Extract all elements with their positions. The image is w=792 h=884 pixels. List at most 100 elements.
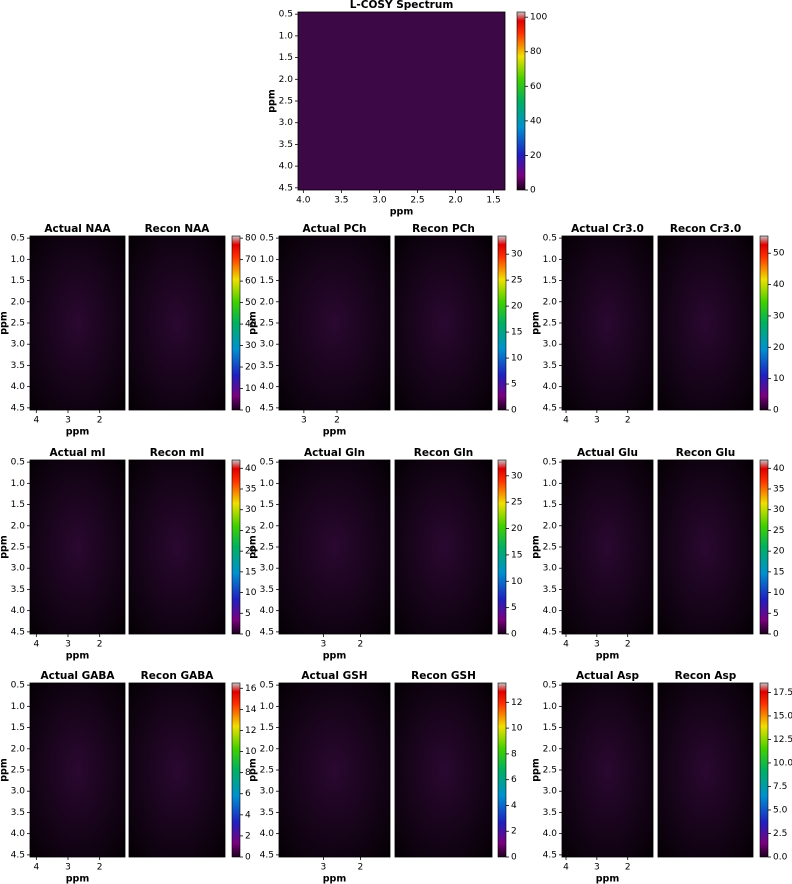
y-tick-label: 1.0 xyxy=(11,255,26,265)
x-tick-label: 2 xyxy=(97,863,103,873)
colorbar-tick-label: 6 xyxy=(245,789,251,799)
colorbar-tick-label: 35 xyxy=(245,485,256,495)
y-tick-label: 2.0 xyxy=(279,75,294,85)
y-tick-label: 3.0 xyxy=(11,340,26,350)
diagonal-glow xyxy=(394,682,493,858)
y-tick-label: 1.0 xyxy=(543,702,558,712)
y-tick-label: 1.0 xyxy=(260,702,275,712)
colorbar-tick-label: 4 xyxy=(511,801,517,811)
y-tick-label: 2.0 xyxy=(260,744,275,754)
colorbar xyxy=(497,459,507,635)
colorbar-tick-label: 14 xyxy=(245,705,257,715)
y-tick-label: 2.0 xyxy=(11,297,26,307)
x-tick-label: 3 xyxy=(301,416,307,426)
colorbar-tick-label: 0 xyxy=(245,630,251,640)
y-tick-label: 2.5 xyxy=(11,766,25,776)
y-tick-label: 1.5 xyxy=(543,500,557,510)
colorbar-tick-label: 25 xyxy=(511,276,522,286)
y-tick-label: 2.5 xyxy=(260,543,274,553)
y-tick-label: 3.5 xyxy=(11,808,25,818)
y-tick-label: 3.5 xyxy=(260,361,274,371)
x-tick-label: 2 xyxy=(625,863,631,873)
y-tick-label: 2.0 xyxy=(543,744,558,754)
colorbar-tick-label: 30 xyxy=(511,471,523,481)
y-tick-label: 1.5 xyxy=(260,276,274,286)
y-tick-label: 2.0 xyxy=(543,521,558,531)
y-tick-label: 3.0 xyxy=(543,787,558,797)
y-tick-label: 2.5 xyxy=(543,319,557,329)
colorbar-tick-label: 60 xyxy=(245,277,257,287)
y-tick-label: 4.5 xyxy=(260,403,274,413)
diagonal-glow xyxy=(128,459,226,635)
x-axis-label: ppm xyxy=(323,427,347,438)
colorbar-tick-label: 7.5 xyxy=(773,782,787,792)
x-axis-label: ppm xyxy=(66,651,90,662)
panel-title: Recon Cr3.0 xyxy=(670,223,741,235)
y-tick-label: 4.0 xyxy=(11,829,26,839)
panel-title: Recon Gln xyxy=(414,447,473,459)
y-tick-label: 4.5 xyxy=(11,850,25,860)
y-axis-label: ppm xyxy=(267,89,278,113)
colorbar-tick-label: 20 xyxy=(511,524,523,534)
x-axis-label: ppm xyxy=(66,874,90,884)
colorbar-tick-label: 0 xyxy=(511,853,517,863)
y-tick-label: 4.0 xyxy=(11,382,26,392)
y-tick-label: 3.5 xyxy=(11,585,25,595)
y-tick-label: 4.5 xyxy=(11,403,25,413)
heatmap-panel xyxy=(30,683,125,857)
colorbar-tick-label: 0.0 xyxy=(773,853,788,863)
colorbar-tick-label: 0 xyxy=(245,853,251,863)
x-tick-label: 2 xyxy=(358,863,364,873)
panel-title: Actual Cr3.0 xyxy=(571,223,644,235)
x-tick-label: 2 xyxy=(358,640,364,650)
y-tick-label: 1.5 xyxy=(11,500,25,510)
colorbar xyxy=(231,682,241,858)
y-tick-label: 4.0 xyxy=(11,606,26,616)
diagonal-glow xyxy=(394,235,493,411)
y-tick-label: 3.0 xyxy=(11,787,26,797)
y-tick-label: 3.0 xyxy=(279,118,294,128)
colorbar-tick-label: 60 xyxy=(530,82,542,92)
y-tick-label: 2.5 xyxy=(543,766,557,776)
y-tick-label: 4.5 xyxy=(543,850,557,860)
y-tick-label: 3.0 xyxy=(260,564,275,574)
diagonal-glow xyxy=(128,235,226,411)
colorbar-tick-label: 40 xyxy=(773,464,785,474)
y-tick-label: 1.5 xyxy=(543,723,557,733)
y-tick-label: 2.5 xyxy=(11,319,25,329)
y-tick-label: 1.0 xyxy=(279,31,294,41)
y-tick-label: 1.5 xyxy=(543,276,557,286)
y-tick-label: 1.5 xyxy=(11,276,25,286)
y-tick-label: 3.5 xyxy=(11,361,25,371)
y-tick-label: 0.5 xyxy=(543,458,557,468)
y-tick-label: 0.5 xyxy=(543,234,557,244)
colorbar-tick-label: 10 xyxy=(511,577,523,587)
colorbar-tick-label: 20 xyxy=(245,363,257,373)
y-tick-label: 1.5 xyxy=(260,723,274,733)
colorbar-tick-label: 30 xyxy=(245,505,257,515)
y-axis-label: ppm xyxy=(531,758,542,782)
colorbar-tick-label: 50 xyxy=(773,249,785,259)
panel-title: Actual mI xyxy=(49,447,105,459)
colorbar-tick-label: 5 xyxy=(511,380,517,390)
colorbar xyxy=(231,459,241,635)
panel-title: Actual Glu xyxy=(577,447,638,459)
heatmap-panel xyxy=(129,460,225,634)
y-tick-label: 1.0 xyxy=(543,479,558,489)
y-tick-label: 4.0 xyxy=(260,606,275,616)
diagonal-glow xyxy=(657,682,754,858)
y-tick-label: 3.5 xyxy=(279,140,293,150)
y-tick-label: 2.5 xyxy=(543,543,557,553)
colorbar xyxy=(759,235,769,411)
y-tick-label: 4.0 xyxy=(260,829,275,839)
y-tick-label: 4.5 xyxy=(543,627,557,637)
y-tick-label: 2.5 xyxy=(260,319,274,329)
colorbar-tick-label: 10.0 xyxy=(773,758,792,768)
y-tick-label: 0.5 xyxy=(260,681,274,691)
x-tick-label: 2 xyxy=(625,416,631,426)
y-tick-label: 0.5 xyxy=(279,10,293,20)
colorbar-tick-label: 30 xyxy=(773,311,785,321)
panel-title: Recon Asp xyxy=(675,670,737,682)
x-tick-label: 3 xyxy=(65,863,71,873)
